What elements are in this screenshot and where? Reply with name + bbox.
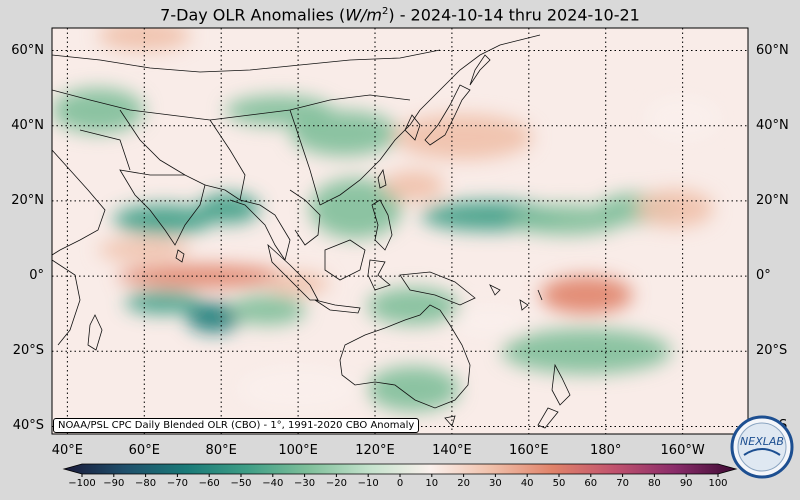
graticule [52, 28, 748, 434]
anomaly-region-2 [52, 88, 145, 134]
colorbar-tick-label: 90 [679, 478, 693, 489]
anomaly-region-18 [394, 114, 533, 160]
anomaly-region-19 [540, 276, 633, 314]
latitude-label-right: 0° [756, 268, 771, 284]
colorbar-tick-label: −50 [230, 478, 252, 489]
colorbar-tick-label: 10 [425, 478, 439, 489]
longitude-label: 60°E [128, 443, 160, 458]
colorbar [62, 463, 738, 477]
colorbar-tick-label: −20 [325, 478, 347, 489]
anomaly-region-4 [290, 110, 399, 156]
anomaly-region-11 [228, 294, 306, 325]
map-title: 7-Day OLR Anomalies (W/m2) - 2024-10-14 … [160, 5, 640, 25]
anomaly-region-5 [309, 178, 402, 239]
anomaly-region-24 [451, 306, 529, 337]
anomaly-region-22 [98, 28, 191, 51]
anomaly-region-1 [198, 193, 260, 224]
anomaly-region-21 [382, 170, 445, 201]
longitude-label: 40°E [51, 443, 84, 458]
anomaly-region-9 [186, 302, 241, 333]
colorbar-tick-label: 60 [584, 478, 598, 489]
anomaly-region-13 [501, 328, 672, 374]
coastlines [52, 34, 571, 429]
anomaly-region-10 [125, 291, 202, 314]
latitude-label-right: 20°S [756, 343, 788, 359]
anomaly-region-20 [636, 189, 714, 228]
latitude-label-right: 40°N [756, 117, 789, 133]
colorbar-tick-label: −40 [262, 478, 284, 489]
data-source-credit: NOAA/PSL CPC Daily Blended OLR (CBO) - 1… [53, 418, 420, 433]
colorbar-tick-label: −80 [135, 478, 157, 489]
latitude-label-right: 20°N [756, 192, 789, 208]
anomaly-region-14 [367, 366, 460, 412]
colorbar-tick-label: 80 [648, 478, 661, 489]
colorbar-tick-label: −30 [294, 478, 316, 489]
latitude-label-left: 20°S [12, 343, 44, 359]
longitude-label: 100°E [278, 443, 318, 458]
latitude-label-left: 60°N [11, 42, 44, 58]
longitude-label: 120°E [355, 443, 395, 458]
longitude-label: 140°E [432, 443, 472, 458]
colorbar-tick-label: −70 [166, 478, 188, 489]
anomaly-region-0 [113, 204, 214, 235]
longitude-label: 160°W [660, 443, 705, 458]
latitude-label-left: 20°N [11, 192, 44, 208]
colorbar-tick-label: 0 [396, 478, 404, 489]
longitude-label: 80°E [205, 443, 237, 458]
map-frame [51, 27, 749, 435]
anomaly-region-7 [509, 204, 625, 235]
nexlab-logo[interactable]: NEXLAB [730, 415, 794, 479]
latitude-label-left: 40°S [12, 418, 44, 434]
colorbar-tick-label: 50 [552, 478, 566, 489]
colorbar-tick-label: −90 [103, 478, 125, 489]
colorbar-tick-label: 20 [457, 478, 470, 489]
anomaly-region-16 [267, 272, 329, 295]
colorbar-tick-label: 100 [708, 478, 728, 489]
anomaly-field [52, 28, 722, 412]
colorbar-tick-label: 40 [520, 478, 534, 489]
longitude-label: 160°E [509, 443, 549, 458]
latitude-label-left: 0° [29, 268, 44, 284]
latitude-label-left: 40°N [11, 117, 44, 133]
longitude-label: 180° [590, 443, 622, 458]
colorbar-tick-label: −60 [198, 478, 220, 489]
anomaly-region-12 [367, 287, 460, 325]
svg-text:NEXLAB: NEXLAB [740, 435, 784, 448]
colorbar-tick-label: 70 [616, 478, 629, 489]
colorbar-tick-label: 30 [489, 478, 502, 489]
colorbar-gradient [62, 463, 738, 475]
colorbar-tick-label: −100 [68, 478, 96, 489]
colorbar-tick-label: −10 [357, 478, 379, 489]
latitude-label-right: 60°N [756, 42, 789, 58]
